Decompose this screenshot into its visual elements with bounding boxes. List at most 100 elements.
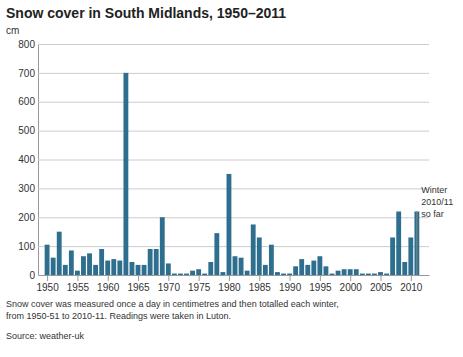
- bar: [63, 265, 68, 275]
- y-tick: 800: [18, 39, 429, 50]
- y-tick: 200: [18, 212, 429, 223]
- caption: Snow cover was measured once a day in ce…: [6, 299, 339, 309]
- bar: [123, 73, 128, 275]
- y-tick-label: 600: [18, 96, 35, 107]
- annotation-line-text: so far: [421, 209, 444, 219]
- tick-mark: [290, 275, 291, 281]
- bar: [408, 237, 413, 275]
- grid-line: [38, 102, 429, 103]
- bar: [136, 265, 141, 275]
- y-tick: 400: [18, 154, 429, 165]
- bar: [214, 233, 219, 275]
- chart-svg: Snow cover in South Midlands, 1950–20110…: [0, 0, 463, 357]
- y-tick-label: 500: [18, 125, 35, 136]
- bar: [384, 274, 389, 275]
- y-tick-label: 700: [18, 68, 35, 79]
- x-tick: 1985: [249, 275, 272, 293]
- y-tick-label: 300: [18, 183, 35, 194]
- bar: [396, 211, 401, 275]
- bar: [330, 274, 335, 275]
- y-axis-line: [39, 45, 430, 276]
- x-axis-line: [39, 275, 430, 276]
- chart-container: Snow cover in South Midlands, 1950–20110…: [0, 0, 463, 357]
- x-tick-label: 1960: [97, 282, 120, 293]
- x-tick: 1960: [97, 275, 120, 293]
- bars: [45, 73, 420, 275]
- bar: [57, 232, 62, 275]
- bar: [208, 262, 213, 275]
- tick-mark: [138, 275, 139, 281]
- x-tick-label: 2005: [370, 282, 393, 293]
- y-tick-label: 0: [29, 270, 35, 281]
- y-tick: 100: [18, 241, 429, 252]
- tick-mark: [77, 275, 78, 281]
- bar: [160, 217, 165, 275]
- grid-line: [38, 160, 429, 161]
- x-tick-label: 1995: [309, 282, 332, 293]
- tick-mark: [320, 275, 321, 281]
- x-tick-label: 1985: [249, 282, 272, 293]
- bar: [257, 237, 262, 275]
- bar: [117, 261, 122, 275]
- bar: [245, 271, 250, 275]
- bar: [172, 274, 177, 275]
- bar: [87, 253, 92, 275]
- y-tick: 500: [18, 125, 429, 136]
- grid-line: [38, 217, 429, 218]
- bar: [372, 274, 377, 275]
- bar: [305, 265, 310, 275]
- bar: [220, 272, 225, 275]
- annotation-line-text: Winter: [421, 185, 447, 195]
- grid-line: [38, 188, 429, 189]
- x-tick-label: 2010: [400, 282, 423, 293]
- x-tick: 1975: [188, 275, 211, 293]
- bar: [360, 274, 365, 275]
- x-tick: 1970: [158, 275, 181, 293]
- y-tick-label: 200: [18, 212, 35, 223]
- x-tick: 1995: [309, 275, 332, 293]
- y-tick-label: 800: [18, 39, 35, 50]
- bar: [196, 269, 201, 275]
- y-tick-label: 400: [18, 154, 35, 165]
- y-axis-title: cm: [6, 25, 19, 36]
- caption: from 1950-51 to 2010-11. Readings were t…: [6, 311, 231, 321]
- x-tick: 1965: [127, 275, 150, 293]
- bar: [45, 245, 50, 275]
- x-tick: 2005: [370, 275, 393, 293]
- bar: [227, 174, 232, 275]
- x-tick-label: 1990: [279, 282, 302, 293]
- bar: [342, 269, 347, 275]
- x-tick-label: 1965: [127, 282, 150, 293]
- bar: [130, 262, 135, 275]
- y-axis: 0 100 200 300 400 500 600 700 800: [18, 39, 429, 281]
- bar: [269, 245, 274, 275]
- tick-mark: [168, 275, 169, 281]
- annotation-line: [416, 211, 417, 275]
- bar: [251, 224, 256, 275]
- bar: [239, 258, 244, 275]
- bar: [202, 274, 207, 275]
- bar: [324, 266, 329, 275]
- bar: [275, 272, 280, 275]
- bar: [414, 211, 419, 275]
- bar: [299, 259, 304, 275]
- bar: [402, 262, 407, 275]
- bar: [390, 237, 395, 275]
- x-tick-label: 1970: [158, 282, 181, 293]
- bar: [287, 274, 292, 275]
- x-tick: 1990: [279, 275, 302, 293]
- source: Source: weather-uk: [6, 331, 85, 341]
- annotation-line-text: 2010/11: [421, 197, 453, 207]
- bar: [233, 256, 238, 275]
- x-tick-label: 2000: [340, 282, 363, 293]
- tick-mark: [381, 275, 382, 281]
- x-tick: 1950: [36, 275, 59, 293]
- x-tick-label: 1955: [67, 282, 90, 293]
- bar: [154, 249, 159, 275]
- x-tick-label: 1975: [188, 282, 211, 293]
- bar: [166, 263, 171, 275]
- grid-line: [38, 246, 429, 247]
- bar: [81, 256, 86, 275]
- x-tick: 1980: [218, 275, 241, 293]
- bar: [263, 265, 268, 275]
